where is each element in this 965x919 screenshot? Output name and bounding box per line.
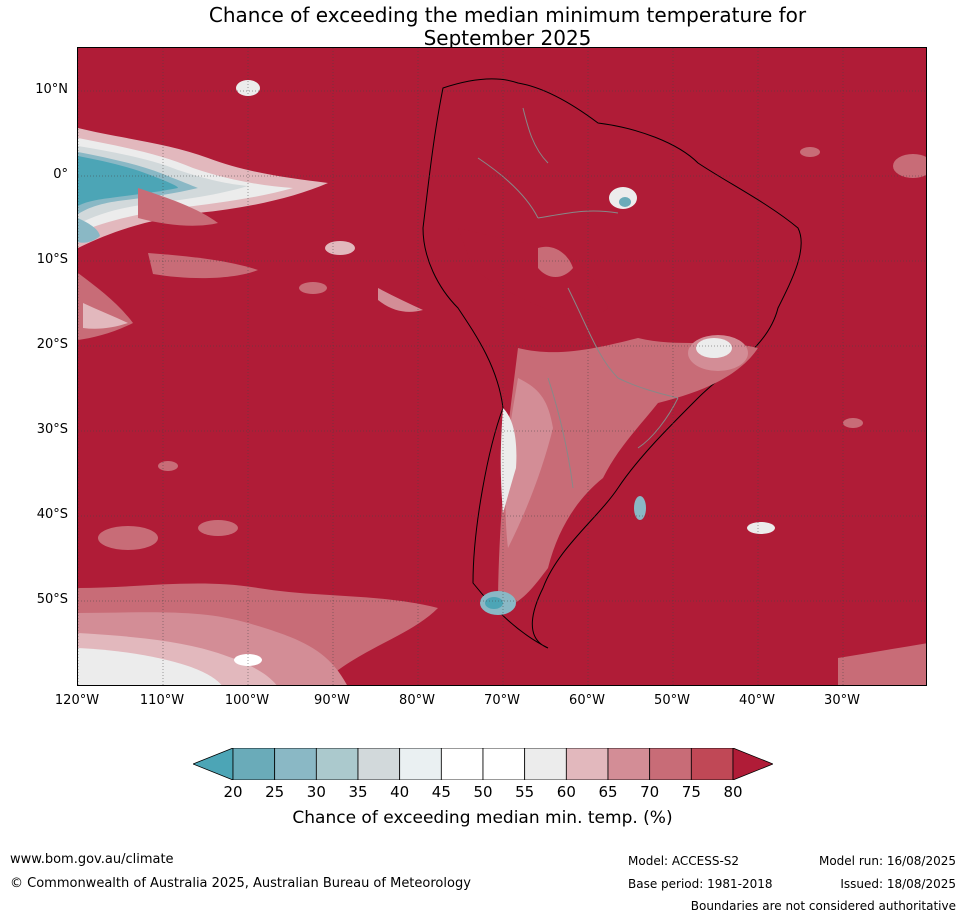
map-canvas (78, 48, 926, 685)
colorbar-cell (399, 748, 442, 780)
lon-label-40w: 40°W (739, 693, 775, 708)
south-america (422, 78, 802, 649)
colorbar-tick-label: 65 (598, 783, 618, 801)
colorbar-tick-label: 40 (390, 783, 410, 801)
colorbar-extend-high (732, 748, 773, 780)
colorbar-cell (524, 748, 567, 780)
colorbar-tick-label: 75 (681, 783, 701, 801)
lon-label-90w: 90°W (314, 693, 350, 708)
title-line-1: Chance of exceeding the median minimum t… (208, 3, 807, 27)
colorbar-tick-label: 50 (473, 783, 493, 801)
gridlines (78, 48, 926, 685)
lat-label-20s: 20°S (36, 337, 68, 352)
colorbar-cell (482, 748, 526, 780)
disclaimer-text: Boundaries are not considered authoritat… (690, 899, 956, 913)
lat-label-0: 0° (53, 167, 68, 182)
colorbar (193, 748, 773, 780)
colorbar-tick-label: 55 (515, 783, 535, 801)
colorbar-tick-label: 30 (306, 783, 326, 801)
lat-label-10n: 10°N (35, 82, 68, 97)
colorbar-tick-label: 60 (556, 783, 576, 801)
base-period-text: Base period: 1981-2018 (628, 877, 773, 891)
lon-label-60w: 60°W (569, 693, 605, 708)
chart-title: Chance of exceeding the median minimum t… (0, 4, 965, 50)
colorbar-extend-low (193, 748, 234, 780)
lat-label-50s: 50°S (36, 592, 68, 607)
lon-label-30w: 30°W (824, 693, 860, 708)
colorbar-cell (440, 748, 484, 780)
colorbar-cell (357, 748, 401, 780)
colorbar-cell (690, 748, 734, 780)
colorbar-label: Chance of exceeding median min. temp. (%… (292, 808, 673, 828)
lon-label-110w: 110°W (139, 693, 185, 708)
lon-label-80w: 80°W (399, 693, 435, 708)
colorbar-cell (607, 748, 651, 780)
lat-label-30s: 30°S (36, 422, 68, 437)
issued-text: Issued: 18/08/2025 (840, 877, 956, 891)
colorbar-cell (315, 748, 359, 780)
model-text: Model: ACCESS-S2 (628, 854, 740, 868)
colorbar-tick-label: 35 (348, 783, 368, 801)
colorbar-cell (232, 748, 276, 780)
colorbar-tick-label: 80 (723, 783, 743, 801)
lon-label-70w: 70°W (484, 693, 520, 708)
colorbar-tick-label: 70 (640, 783, 660, 801)
website-link[interactable]: www.bom.gov.au/climate (10, 852, 174, 867)
lon-label-100w: 100°W (224, 693, 270, 708)
colorbar-cell (565, 748, 609, 780)
colorbar-cells (193, 748, 773, 780)
model-run-text: Model run: 16/08/2025 (818, 854, 956, 868)
title-line-2: September 2025 (423, 26, 592, 50)
copyright-text: © Commonwealth of Australia 2025, Austra… (10, 876, 471, 891)
lon-label-50w: 50°W (654, 693, 690, 708)
colorbar-cell (649, 748, 692, 780)
forecast-map (77, 47, 927, 686)
southern-ocean-band (78, 583, 926, 685)
colorbar-tick-label: 25 (265, 783, 285, 801)
lat-label-10s: 10°S (36, 252, 68, 267)
colorbar-cell (274, 748, 317, 780)
colorbar-tick-label: 20 (223, 783, 243, 801)
colorbar-tick-label: 45 (431, 783, 451, 801)
lon-label-120w: 120°W (54, 693, 100, 708)
lat-label-40s: 40°S (36, 507, 68, 522)
